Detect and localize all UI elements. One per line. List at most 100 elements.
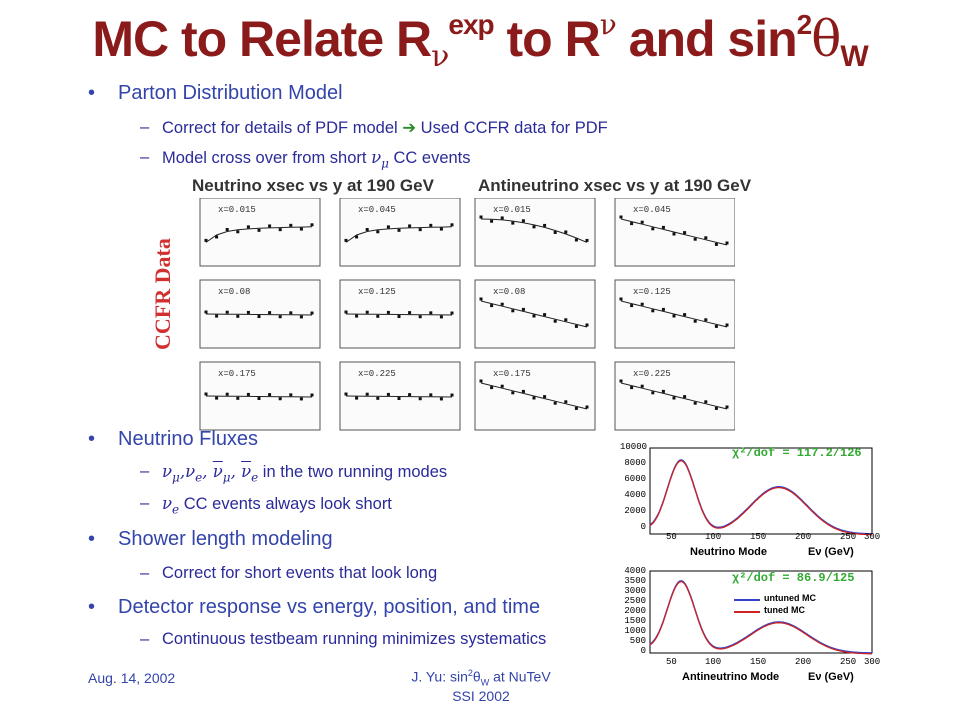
dash: – <box>140 564 150 582</box>
footer-author-pre: J. Yu: sin <box>411 668 468 685</box>
ccfr-data-point <box>585 323 589 327</box>
flux-xlabel-neutrino: Eν (GeV) <box>808 546 854 558</box>
ccfr-data-point <box>511 221 515 225</box>
ccfr-data-point <box>278 397 282 401</box>
ccfr-data-point <box>257 397 261 401</box>
footer-author-w: W <box>480 677 490 688</box>
xtick: 250 <box>840 532 857 542</box>
ccfr-data-point <box>532 314 536 318</box>
title-text-3: and sin <box>615 11 798 67</box>
ccfr-panel-curve <box>345 226 453 243</box>
ccfr-data-point <box>246 225 250 229</box>
ccfr-panel: x=0.175 <box>199 361 321 431</box>
ccfr-data-point <box>725 405 729 409</box>
ccfr-data-point <box>500 384 504 388</box>
ccfr-data-point <box>693 237 697 241</box>
ccfr-data-point <box>630 304 634 308</box>
ccfr-data-point <box>704 236 708 240</box>
sub-bullet-flux-1-text: νμ,νe, νμ, νe in the two running modes <box>162 462 447 484</box>
title-exp: exp <box>448 9 494 40</box>
ccfr-data-point <box>418 228 422 232</box>
ccfr-panel-label: x=0.015 <box>493 205 531 215</box>
ccfr-data-point <box>585 405 589 409</box>
flux-curve <box>649 460 873 536</box>
flux-plot-antineutrino-svg <box>649 570 873 655</box>
ccfr-panel-curve <box>205 395 313 398</box>
flux-mode-neutrino: Neutrino Mode <box>690 546 767 558</box>
ccfr-data-point <box>268 311 272 315</box>
ccfr-data-point <box>683 395 687 399</box>
ccfr-data-point <box>429 223 433 227</box>
ccfr-data-point <box>355 396 359 400</box>
ccfr-panel-frame <box>474 198 596 267</box>
legend-tuned-swatch <box>734 611 760 613</box>
ccfr-data-point <box>386 225 390 229</box>
arrow-right-icon: ➔ <box>402 119 417 137</box>
dash: – <box>140 118 150 136</box>
nu-mu-symbol: νμ,νe, νμ, νe <box>162 462 259 485</box>
ccfr-panel-label: x=0.125 <box>633 287 671 297</box>
ccfr-data-point <box>344 310 348 314</box>
ccfr-data-point <box>355 314 359 318</box>
ccfr-panel-label: x=0.08 <box>218 287 250 297</box>
ytick: 4000 <box>624 490 646 500</box>
ccfr-data-point <box>408 224 412 228</box>
ccfr-data-point <box>299 227 303 231</box>
ccfr-data-point <box>225 392 229 396</box>
ccfr-data-point <box>683 231 687 235</box>
sub-bullet-pdf-2-text: Model cross over from short νμ CC events <box>162 148 471 170</box>
mu-symbol: μ <box>381 156 389 171</box>
ccfr-data-point <box>397 397 401 401</box>
ccfr-data-point <box>564 318 568 322</box>
ytick: 500 <box>629 636 646 646</box>
ccfr-panel: x=0.045 <box>339 198 461 267</box>
legend-tuned-label: tuned MC <box>764 605 805 615</box>
ccfr-data-point <box>397 228 401 232</box>
xtick: 300 <box>864 532 881 542</box>
ccfr-data-point <box>408 311 412 315</box>
ccfr-data-point <box>429 311 433 315</box>
ccfr-panel-curve <box>480 382 588 410</box>
ccfr-data-point <box>450 393 454 397</box>
ccfr-data-point <box>574 324 578 328</box>
ccfr-data-point <box>268 224 272 228</box>
title-sq: 2 <box>796 9 813 40</box>
dash: – <box>140 462 150 480</box>
sub-bullet-flux-2-text: νe CC events always look short <box>162 494 392 516</box>
footer-author: J. Yu: sin2θW at NuTeV <box>396 668 566 687</box>
xtick: 200 <box>795 532 812 542</box>
ccfr-data-point <box>278 315 282 319</box>
ccfr-data-point <box>704 318 708 322</box>
ytick: 8000 <box>624 458 646 468</box>
ccfr-data-point <box>490 219 494 223</box>
bullet-shower-label: Shower length modeling <box>118 528 333 550</box>
ccfr-panel-label: x=0.125 <box>358 287 396 297</box>
ytick: 2500 <box>624 596 646 606</box>
ccfr-panel-curve <box>620 218 728 246</box>
dash: – <box>140 630 150 648</box>
ccfr-data-point <box>215 235 219 239</box>
ccfr-panel-label: x=0.015 <box>218 205 256 215</box>
ccfr-data-point <box>439 397 443 401</box>
ccfr-data-point <box>651 391 655 395</box>
ccfr-panel: x=0.045 <box>614 198 735 267</box>
ccfr-data-point <box>543 223 547 227</box>
ccfr-data-point <box>418 397 422 401</box>
ccfr-data-point <box>661 307 665 311</box>
nu-e-symbol: νe <box>162 494 180 517</box>
ccfr-panel: x=0.015 <box>474 198 596 267</box>
ccfr-data-point <box>564 230 568 234</box>
flux-curve <box>649 580 873 655</box>
ccfr-panel-label: x=0.045 <box>358 205 396 215</box>
ccfr-data-point <box>204 310 208 314</box>
xtick: 150 <box>750 532 767 542</box>
ccfr-data-point <box>418 315 422 319</box>
ytick: 1000 <box>624 626 646 636</box>
ccfr-data-point <box>204 238 208 242</box>
ytick: 10000 <box>620 442 648 452</box>
xtick: 150 <box>750 657 767 667</box>
ccfr-data-point <box>640 220 644 224</box>
ccfr-data-label: CCFR Data <box>150 238 175 350</box>
ccfr-data-point <box>299 315 303 319</box>
ccfr-data-point <box>365 392 369 396</box>
